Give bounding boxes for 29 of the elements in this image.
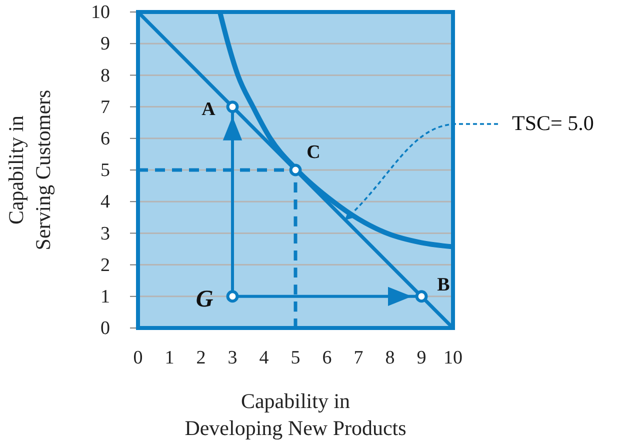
y-tick-label: 1 <box>100 286 110 308</box>
text: TSC= 5.0 <box>512 111 594 135</box>
y-tick-label: 9 <box>100 34 110 55</box>
x-tick-label: 8 <box>385 347 395 368</box>
x-axis-title: Capability in Developing New Products <box>184 389 406 440</box>
x-tick-label: 1 <box>164 347 174 368</box>
y-axis-title: Capability in Serving Customers <box>4 90 55 250</box>
y-tick-label: 3 <box>100 223 110 244</box>
y-tick-label: 0 <box>100 318 110 340</box>
x-tick-label: 6 <box>322 347 332 368</box>
y-tick-label: 10 <box>91 2 110 24</box>
y-tick-label: 7 <box>100 96 110 118</box>
annotation: A <box>202 98 216 120</box>
annotation: B <box>437 274 450 296</box>
x-tick-label: 0 <box>133 347 143 368</box>
y-tick-label: 6 <box>100 128 110 150</box>
x-tick-label: 4 <box>259 347 270 368</box>
annotation: G <box>196 286 214 312</box>
y-tick-label: 4 <box>100 192 110 213</box>
annotation: C <box>306 142 320 163</box>
x-tick-label: 2 <box>196 347 206 368</box>
y-tick-label: 8 <box>100 65 110 86</box>
x-tick-label: 10 <box>444 347 462 368</box>
x-tick-label: 9 <box>416 347 426 368</box>
y-tick-label: 5 <box>100 160 110 182</box>
y-tick-label: 2 <box>100 254 110 276</box>
x-tick-label: 5 <box>290 347 300 368</box>
x-tick-label: 7 <box>354 347 364 368</box>
x-tick-label: 3 <box>228 347 238 368</box>
